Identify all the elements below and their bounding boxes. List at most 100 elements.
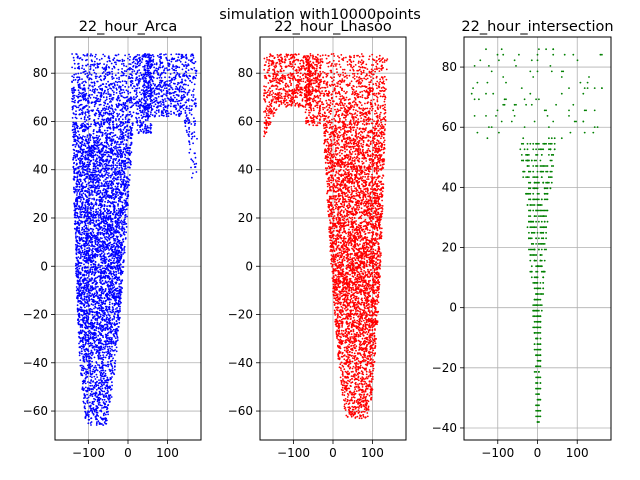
scatter-point [111, 366, 113, 368]
scatter-point [87, 277, 89, 279]
scatter-point [74, 134, 76, 136]
scatter-point [111, 167, 113, 169]
scatter-point [76, 194, 78, 196]
scatter-point [102, 176, 104, 178]
scatter-point [123, 179, 125, 181]
scatter-point [111, 257, 113, 259]
scatter-point [110, 175, 112, 177]
scatter-point [133, 70, 135, 72]
scatter-point [77, 140, 79, 142]
scatter-point [80, 108, 82, 110]
scatter-point [124, 105, 126, 107]
scatter-point [91, 322, 93, 324]
scatter-point [126, 204, 128, 206]
scatter-point [105, 272, 107, 274]
scatter-point [88, 95, 90, 97]
scatter-point [76, 192, 78, 194]
scatter-point [93, 138, 95, 140]
scatter-point [93, 142, 95, 144]
scatter-point [111, 185, 113, 187]
scatter-point [100, 250, 102, 252]
scatter-point [96, 199, 98, 201]
scatter-point [73, 105, 75, 107]
scatter-point [75, 190, 77, 192]
scatter-point [121, 279, 123, 281]
scatter-point [95, 301, 97, 303]
scatter-point [114, 211, 116, 213]
scatter-point [103, 267, 105, 269]
scatter-point [75, 132, 77, 134]
scatter-point [89, 360, 91, 362]
scatter-point [88, 350, 90, 352]
scatter-point [81, 59, 83, 61]
scatter-point [98, 300, 100, 302]
scatter-point [72, 136, 74, 138]
scatter-point [116, 323, 118, 325]
scatter-point [99, 233, 101, 235]
scatter-point [77, 102, 79, 104]
scatter-point [123, 102, 125, 104]
scatter-point [127, 197, 129, 199]
scatter-point [85, 278, 87, 280]
scatter-point [78, 283, 80, 285]
scatter-point [112, 233, 114, 235]
scatter-point [125, 102, 127, 104]
scatter-point [71, 101, 73, 103]
scatter-point [105, 233, 107, 235]
scatter-point [83, 393, 85, 395]
scatter-point [122, 114, 124, 116]
scatter-point [129, 160, 131, 162]
scatter-point [119, 91, 121, 93]
scatter-point [124, 211, 126, 213]
scatter-point [118, 297, 120, 299]
scatter-point [73, 57, 75, 59]
scatter-point [105, 140, 107, 142]
scatter-point [106, 308, 108, 310]
scatter-point [94, 274, 96, 276]
scatter-point [105, 351, 107, 353]
scatter-point [120, 109, 122, 111]
scatter-point [101, 183, 103, 185]
scatter-point [99, 149, 101, 151]
scatter-point [85, 195, 87, 197]
scatter-point [105, 198, 107, 200]
scatter-point [89, 89, 91, 91]
scatter-point [94, 165, 96, 167]
scatter-point [124, 173, 126, 175]
scatter-point [87, 414, 89, 416]
scatter-point [82, 342, 84, 344]
scatter-point [103, 235, 105, 237]
scatter-point [78, 107, 80, 109]
scatter-point [107, 389, 109, 391]
scatter-point [115, 274, 117, 276]
scatter-point [108, 162, 110, 164]
scatter-point [81, 262, 83, 264]
scatter-point [75, 232, 77, 234]
scatter-point [122, 75, 124, 77]
scatter-point [98, 305, 100, 307]
scatter-point [97, 270, 99, 272]
scatter-point [77, 172, 79, 174]
scatter-point [98, 184, 100, 186]
scatter-point [112, 266, 114, 268]
scatter-point [118, 154, 120, 156]
scatter-point [100, 96, 102, 98]
scatter-point [92, 109, 94, 111]
scatter-point [95, 178, 97, 180]
scatter-point [107, 286, 109, 288]
scatter-point [108, 183, 110, 185]
scatter-point [93, 325, 95, 327]
scatter-point [93, 308, 95, 310]
scatter-point [115, 186, 117, 188]
scatter-point [123, 147, 125, 149]
scatter-point [79, 224, 81, 226]
scatter-point [104, 220, 106, 222]
scatter-point [93, 266, 95, 268]
scatter-point [107, 414, 109, 416]
scatter-point [118, 286, 120, 288]
scatter-point [94, 224, 96, 226]
scatter-point [113, 91, 115, 93]
scatter-point [87, 109, 89, 111]
scatter-point [85, 274, 87, 276]
scatter-point [105, 154, 107, 156]
